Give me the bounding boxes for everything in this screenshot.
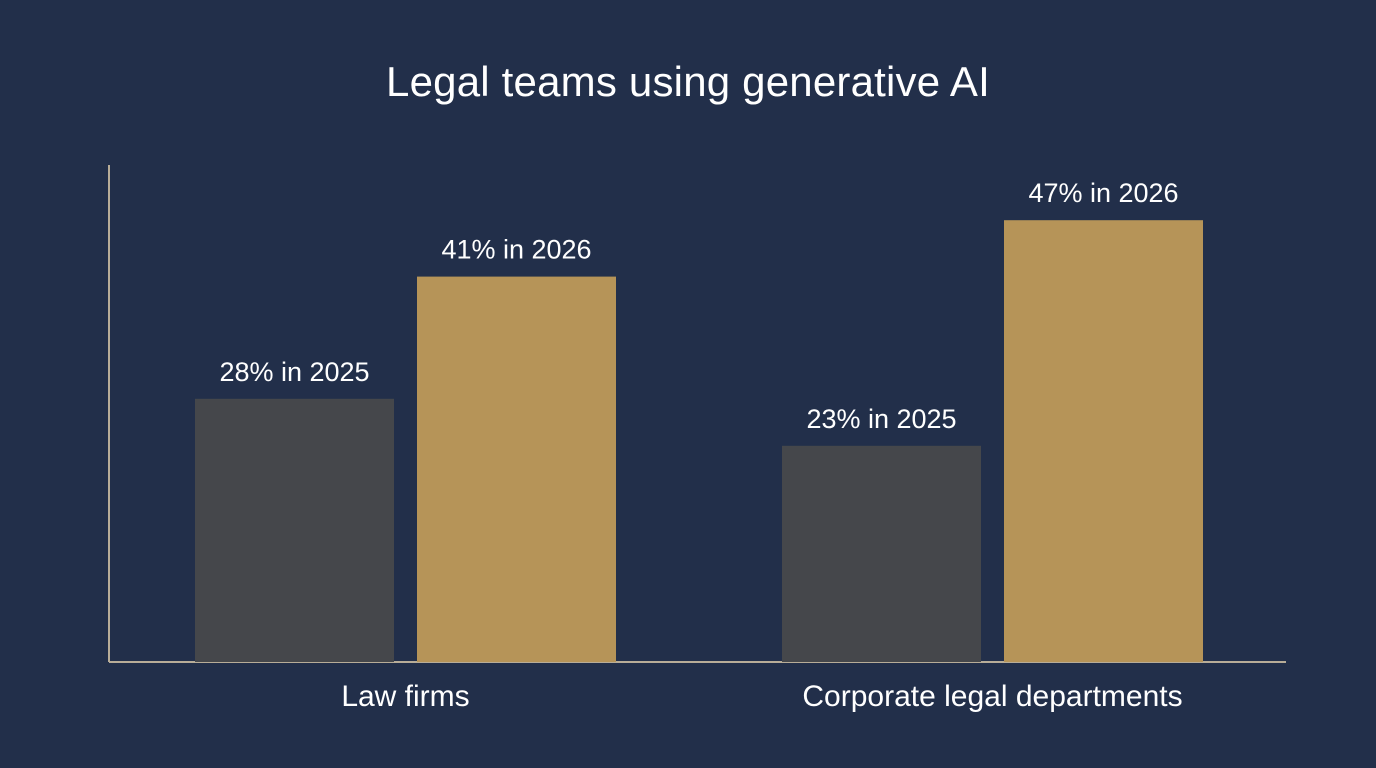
data-label-law-firms-2026: 41% in 2026 [441, 235, 591, 265]
data-label-law-firms-2025: 28% in 2025 [219, 357, 369, 387]
labels-group: 28% in 2025 41% in 2026 Law firms 23% in 20… [219, 178, 1182, 713]
bar-law-firms-2025 [195, 398, 394, 662]
data-label-corporate-legal-2025: 23% in 2025 [806, 404, 956, 434]
bar-corporate-legal-2026 [1004, 220, 1203, 662]
bars-group [195, 220, 1203, 662]
bar-law-firms-2026 [417, 276, 616, 662]
chart-title: Legal teams using generative AI [386, 58, 990, 105]
category-label-law-firms: Law firms [341, 680, 469, 713]
bar-corporate-legal-2025 [782, 445, 981, 662]
data-label-corporate-legal-2026: 47% in 2026 [1028, 178, 1178, 208]
category-label-corporate-legal: Corporate legal departments [802, 680, 1182, 713]
